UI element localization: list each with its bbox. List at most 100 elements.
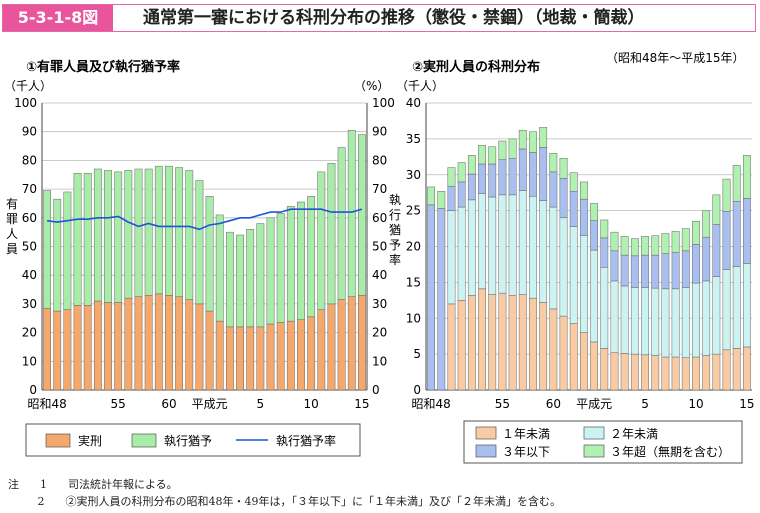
bar-segment [702,236,711,282]
legend-swatch [131,433,157,448]
note-prefix: 注 [8,478,19,491]
bar-segment [225,231,234,328]
x-tick-label: 5 [257,397,265,411]
bar-segment [256,326,265,391]
bar-segment [358,134,366,296]
chart1-legend: 実刑 執行猶予 執行猶予率 [25,423,361,457]
y-right-tick-label: 70 [372,182,387,196]
note-2: 2 ②実刑人員の科刑分布の昭和48年・49年は，「３年以下」に「１年未満」及び「… [8,493,562,510]
y-label-right-char: 執 [389,193,401,207]
bar-segment [732,201,741,267]
bar-segment [742,346,751,391]
bar-segment [600,237,609,268]
bar-segment [478,145,486,165]
y-label-left-char: 人 [6,227,18,241]
x-tick-label: 平成元 [192,397,228,411]
bar-segment [467,199,476,296]
bar-segment [457,181,466,208]
x-tick-label: 5 [641,397,649,411]
bar-segment [630,238,639,257]
bar-segment [539,127,548,148]
bar-segment [651,287,660,356]
bar-segment [651,254,660,289]
chart1-plot-area: 0 0 10 10 20 20 30 30 40 40 50 50 60 60 70 70 80 80 90 90 10… [6,96,401,457]
bar-segment [590,203,599,221]
figure-header: 5-3-1-8図 通常第一審における科刑分布の推移（懲役・禁錮）（地裁・簡裁） [2,4,756,32]
x-tick-label: 60 [546,397,561,411]
bar-segment [43,190,51,309]
bar-segment [114,171,123,303]
chart2-y-unit-left: （千人） [396,79,444,93]
bar-segment [712,194,721,225]
bar-segment [104,170,112,303]
bar-segment [347,296,356,391]
bar-segment [722,349,731,391]
bar-segment [600,267,609,349]
bar-segment [488,196,497,295]
x-tick-label: 15 [739,397,754,411]
y-tick-label: 25 [406,204,421,218]
bar-segment [447,185,456,211]
bar-segment [175,167,184,297]
bar-segment [742,155,751,199]
bar-segment [467,295,476,391]
y-right-tick-label: 90 [372,125,387,139]
bar-segment [337,147,346,300]
y-tick-label: 70 [22,182,37,196]
bar-segment [114,302,123,391]
bar-segment [559,217,568,317]
bar-segment [692,244,700,284]
note-num: 2 [37,495,45,508]
bar-segment [317,171,326,310]
y-right-tick-label: 20 [372,326,387,340]
bar-segment [732,165,741,202]
chart1-y-unit-right: （%） [354,79,389,93]
bar-segment [661,288,670,358]
bar-segment [692,282,700,358]
y-right-tick-label: 100 [372,96,395,110]
bar-segment [692,356,700,391]
bar-segment [144,295,153,391]
bar-segment [539,200,548,303]
y-tick-label: 0 [29,383,37,397]
bar-segment [590,341,599,391]
bar-segment [732,348,741,391]
y-right-tick-label: 40 [372,268,387,282]
bar-segment [437,208,446,391]
bar-segment [620,353,629,391]
y-label-right-char: 予 [389,238,401,252]
legend-swatch [583,444,605,458]
bar-segment [447,210,456,305]
bar-segment [53,310,62,391]
bar-segment [63,309,72,391]
bar-segment [569,226,578,324]
bar-segment [712,224,721,277]
bar-segment [297,319,305,391]
bar-segment [63,191,72,310]
x-tick-label: 10 [304,397,319,411]
bar-segment [215,320,224,391]
y-label-right-char: 猶 [389,223,401,237]
bar-segment [590,220,599,251]
bar-segment [742,198,751,264]
bar-segment [427,186,436,206]
y-tick-label: 80 [22,153,37,167]
bar-segment [307,196,316,318]
bar-segment [488,294,497,391]
x-tick-label: 昭和48 [411,397,450,411]
bar-segment [722,178,731,212]
bar-segment [600,219,609,239]
bar-segment [569,323,578,391]
bar-segment [508,157,517,196]
bar-segment [579,198,588,236]
bar-segment [722,269,731,351]
note-1: 注 1 司法統計年報による。 [8,476,561,493]
x-tick-label: 10 [688,397,703,411]
bar-segment [661,253,670,290]
bar-segment [195,303,204,391]
y-tick-label: 60 [22,211,37,225]
chart1-subtitle: ①有罪人員及び執行猶予率 [26,59,180,75]
rate-line [46,208,363,231]
bar-segment [83,173,92,306]
bar-segment [266,217,275,325]
